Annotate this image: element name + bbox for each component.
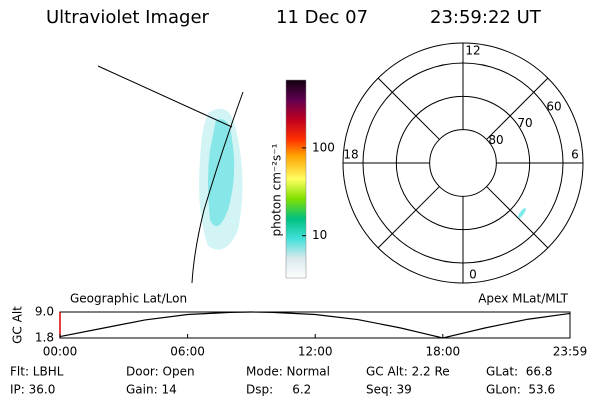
date: 11 Dec 07 xyxy=(276,7,368,28)
alt-y-tick-label: 9.0 xyxy=(35,305,54,319)
alt-x-tick-label: 06:00 xyxy=(170,345,205,359)
footer-field: Seq: 39 xyxy=(366,383,412,397)
alt-right-title: Apex MLat/MLT xyxy=(478,292,568,306)
polar-ring xyxy=(429,129,497,197)
time: 23:59:22 UT xyxy=(430,7,542,28)
footer-field: Flt: LBHL xyxy=(10,365,64,379)
footer-field: Mode: Normal xyxy=(246,365,330,379)
polar-hour-label: 12 xyxy=(465,44,480,58)
polar-hour-label: 18 xyxy=(343,148,358,162)
alt-y-tick-label: 1.8 xyxy=(35,331,54,345)
footer-field: Dsp: 6.2 xyxy=(246,383,311,397)
colorbar-label: photon cm⁻²s⁻¹ xyxy=(270,143,284,236)
alt-x-tick-label: 23:59 xyxy=(553,345,588,359)
colorbar xyxy=(285,79,307,279)
polar-ring-label: 70 xyxy=(517,116,532,130)
alt-left-title: Geographic Lat/Lon xyxy=(70,292,187,306)
alt-y-label: GC Alt xyxy=(11,306,25,344)
alt-x-tick-label: 18:00 xyxy=(426,345,461,359)
footer-field: Gain: 14 xyxy=(126,383,177,397)
aurora-spot xyxy=(518,207,526,219)
colorbar-tick-label: 100 xyxy=(312,140,335,154)
polar-hour-label: 6 xyxy=(571,148,579,162)
polar-spoke xyxy=(486,186,549,249)
footer-field: IP: 36.0 xyxy=(10,383,55,397)
footer-field: GC Alt: 2.2 Re xyxy=(366,365,450,379)
title: Ultraviolet Imager xyxy=(46,7,210,28)
polar-hour-label: 0 xyxy=(469,268,477,282)
polar-spoke xyxy=(486,77,549,140)
footer-field: GLon: 53.6 xyxy=(486,383,555,397)
alt-x-tick-label: 12:00 xyxy=(298,345,333,359)
polar-spoke xyxy=(377,186,440,249)
alt-x-tick-label: 00:00 xyxy=(43,345,78,359)
footer-field: GLat: 66.8 xyxy=(486,365,552,379)
alt-line xyxy=(59,311,571,339)
aurora-image xyxy=(97,65,244,284)
colorbar-tick-label: 10 xyxy=(312,228,327,242)
footer-field: Door: Open xyxy=(126,365,195,379)
polar-spoke xyxy=(377,77,440,140)
polar-ring-label: 80 xyxy=(488,133,503,147)
polar-ring-label: 60 xyxy=(546,100,561,114)
